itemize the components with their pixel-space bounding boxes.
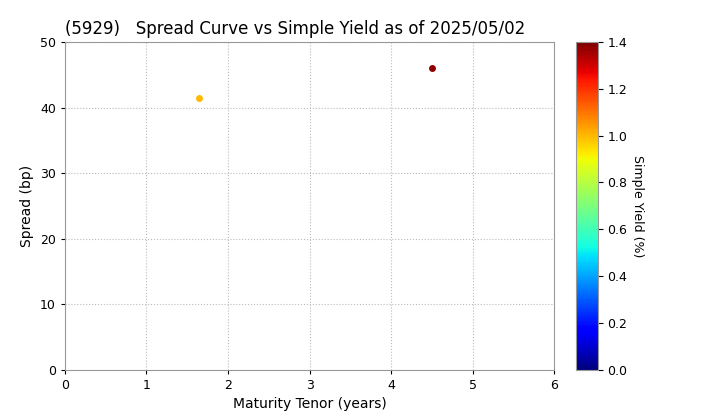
Point <box>194 94 205 101</box>
Point <box>426 65 438 71</box>
Y-axis label: Spread (bp): Spread (bp) <box>20 165 35 247</box>
X-axis label: Maturity Tenor (years): Maturity Tenor (years) <box>233 397 387 411</box>
Text: (5929)   Spread Curve vs Simple Yield as of 2025/05/02: (5929) Spread Curve vs Simple Yield as o… <box>65 20 525 38</box>
Y-axis label: Simple Yield (%): Simple Yield (%) <box>631 155 644 257</box>
